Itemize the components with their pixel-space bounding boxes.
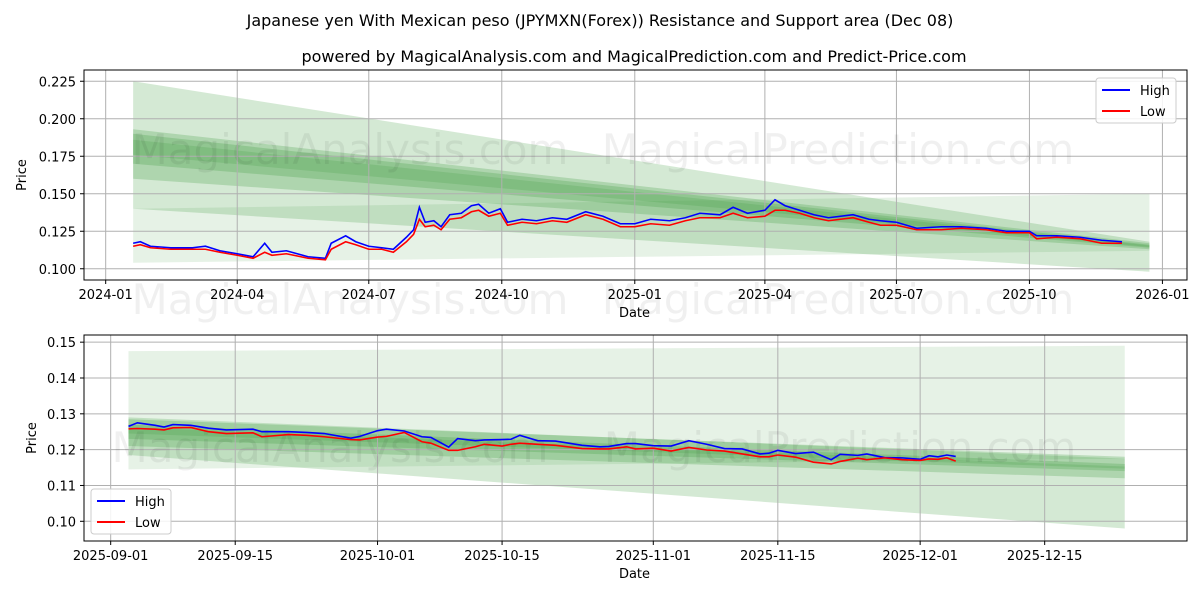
y-tick-label: 0.100: [39, 263, 76, 278]
x-tick-label: 2024-04: [210, 288, 264, 303]
y-tick-label: 0.125: [39, 225, 76, 240]
series-line-high: [128, 421, 956, 461]
y-tick-label: 0.225: [39, 75, 76, 90]
x-tick-label: 2025-04: [738, 288, 792, 303]
chart-subtitle: powered by MagicalAnalysis.com and Magic…: [301, 47, 966, 66]
y-axis-label: Price: [25, 422, 40, 454]
series-line-low: [128, 426, 956, 465]
x-tick-label: 2024-07: [342, 288, 396, 303]
x-tick-label: 2026-01: [1135, 288, 1189, 303]
y-tick-label: 0.200: [39, 113, 76, 128]
watermark: MagicalAnalysis.com: [112, 423, 549, 472]
legend-label-low: Low: [135, 516, 161, 531]
resistance-support-band: [133, 129, 1150, 250]
x-tick-label: 2025-12-15: [1007, 549, 1083, 564]
legend: High Low: [1095, 77, 1177, 124]
y-tick-label: 0.15: [47, 336, 76, 351]
x-tick-label: 2025-01: [608, 288, 662, 303]
x-tick-label: 2025-10-01: [340, 549, 416, 564]
watermark: MagicalAnalysis.com: [132, 275, 569, 324]
x-tick-label: 2025-09-15: [197, 549, 273, 564]
watermark: MagicalPrediction.com: [604, 423, 1077, 472]
y-tick-label: 0.12: [47, 444, 76, 459]
resistance-support-band: [133, 81, 1150, 272]
watermark: MagicalPrediction.com: [602, 275, 1075, 324]
y-tick-label: 0.11: [47, 479, 76, 494]
y-tick-label: 0.150: [39, 188, 76, 203]
watermark: MagicalAnalysis.com: [132, 125, 569, 174]
x-tick-label: 2025-11-01: [616, 549, 692, 564]
bottom-chart: 2025-09-01 2025-09-15 2025-10-01 2025-10-15…: [25, 334, 1188, 582]
resistance-support-band: [133, 193, 1150, 263]
y-tick-label: 0.14: [47, 372, 76, 387]
x-tick-label: 2024-01: [79, 288, 133, 303]
y-tick-label: 0.175: [39, 150, 76, 165]
x-tick-label: 2025-09-01: [73, 549, 149, 564]
plot-frame: [83, 69, 1188, 281]
x-axis-label: Date: [619, 306, 650, 321]
x-tick-label: 2025-07: [869, 288, 923, 303]
x-tick-label: 2025-12-01: [882, 549, 958, 564]
legend-label-low: Low: [1140, 105, 1166, 120]
x-tick-label: 2025-10: [1002, 288, 1056, 303]
legend-label-high: High: [1140, 84, 1170, 99]
plot-frame: [83, 334, 1188, 542]
watermark: MagicalPrediction.com: [602, 125, 1075, 174]
y-tick-label: 0.13: [47, 408, 76, 423]
chart-title: Japanese yen With Mexican peso (JPYMXN(F…: [246, 11, 954, 30]
legend: High Low: [90, 488, 172, 535]
legend-label-high: High: [135, 495, 165, 510]
series-line-low: [132, 209, 1122, 261]
x-tick-label: 2024-10: [475, 288, 529, 303]
x-tick-label: 2025-11-15: [740, 549, 816, 564]
top-chart: 2024-01 2024-04 2024-07 2024-10 2025-01 2025-…: [15, 69, 1190, 324]
resistance-support-band: [133, 133, 1150, 248]
x-axis-label: Date: [619, 567, 650, 582]
y-tick-label: 0.10: [47, 515, 76, 530]
x-tick-label: 2025-10-15: [464, 549, 540, 564]
series-line-high: [132, 198, 1123, 260]
y-axis-label: Price: [15, 159, 30, 191]
